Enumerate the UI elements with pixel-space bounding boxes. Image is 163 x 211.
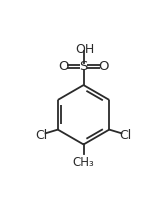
Text: O: O (98, 60, 108, 73)
Text: Cl: Cl (120, 128, 132, 142)
Text: CH₃: CH₃ (73, 156, 94, 169)
Text: O: O (59, 60, 69, 73)
Text: Cl: Cl (35, 128, 47, 142)
Text: S: S (79, 60, 88, 73)
Text: OH: OH (75, 43, 94, 55)
